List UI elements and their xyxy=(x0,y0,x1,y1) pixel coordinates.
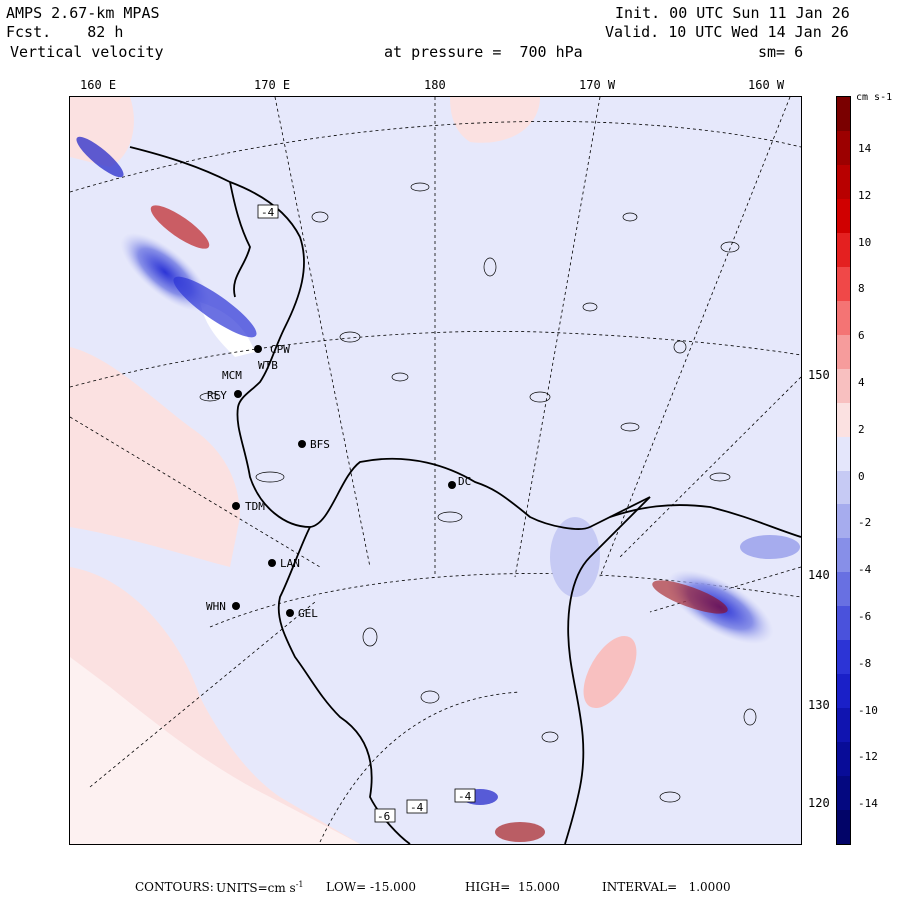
colorbar-tick-label: -12 xyxy=(858,750,878,764)
colorbar-tick-label: -14 xyxy=(858,797,878,811)
footer-units: UNITS=cm s-1 xyxy=(216,880,304,895)
contour-box-3: -4 xyxy=(458,790,472,803)
color-scale-bar xyxy=(836,96,851,845)
colorbar-segment xyxy=(837,164,850,200)
coastline xyxy=(129,146,801,844)
colorbar-segment xyxy=(837,640,850,675)
colorbar-tick-label: 2 xyxy=(858,422,865,436)
station-label-gel: GEL xyxy=(298,607,318,620)
lon-label-160e: 160 E xyxy=(80,78,117,92)
colorbar-segment xyxy=(837,504,850,539)
contour-box-4: -6 xyxy=(377,810,390,823)
footer-units-label: UNITS=cm s xyxy=(216,881,296,895)
colorbar-segment xyxy=(837,402,850,438)
forecast-hours: 82 h xyxy=(87,23,124,41)
colorbar-tick-label: 10 xyxy=(858,235,872,249)
pressure-level: at pressure = 700 hPa xyxy=(384,43,583,61)
valid-time: Valid. 10 UTC Wed 14 Jan 26 xyxy=(605,23,849,41)
forecast-label: Fcst. xyxy=(6,23,52,41)
station-label-wtb: WTB xyxy=(258,359,278,372)
colorbar-segment xyxy=(837,708,850,743)
colorbar-segment xyxy=(837,97,850,132)
colorbar-tick-label: -2 xyxy=(858,516,872,530)
init-time: Init. 00 UTC Sun 11 Jan 26 xyxy=(615,4,850,22)
colorbar-segment xyxy=(837,674,850,709)
station-label-dc: DC xyxy=(458,475,471,488)
colorbar-segment xyxy=(837,436,850,471)
colorbar-segment xyxy=(837,334,850,370)
model-title: AMPS 2.67-km MPAS xyxy=(6,4,160,22)
station-label-bfs: BFS xyxy=(310,438,330,451)
colorbar-tick-label: -4 xyxy=(858,563,872,577)
colorbar-segment xyxy=(837,572,850,607)
footer-contours-label: CONTOURS: xyxy=(135,880,214,894)
colorbar-tick-label: 4 xyxy=(858,376,865,389)
colorbar-segment xyxy=(837,232,850,268)
lat-label-120w: 120 W xyxy=(808,796,845,810)
colorbar-segment xyxy=(837,776,850,811)
colorbar-segment xyxy=(837,130,850,166)
contour-box-2: -4 xyxy=(410,801,424,814)
colorbar-tick-label: 12 xyxy=(858,188,872,202)
graticule xyxy=(70,97,801,843)
colorbar-segment xyxy=(837,538,850,573)
colorbar-segment xyxy=(837,198,850,234)
footer-low: LOW= -15.000 xyxy=(326,880,417,894)
colorbar-units: cm s-1 xyxy=(856,92,893,103)
colorbar-segment xyxy=(837,470,850,505)
lon-label-170w: 170 W xyxy=(579,78,616,92)
colorbar-segment xyxy=(837,300,850,336)
station-label-rey: REY xyxy=(207,389,227,402)
colorbar-segment xyxy=(837,810,850,845)
colorbar-tick-label: -8 xyxy=(858,656,872,670)
colorbar-segment xyxy=(837,266,850,302)
footer-units-exponent: -1 xyxy=(295,880,304,889)
station-label-tdm: TDM xyxy=(245,500,265,513)
lon-label-170e: 170 E xyxy=(254,78,291,92)
colorbar-segment xyxy=(837,742,850,777)
footer-high: HIGH= 15.000 xyxy=(465,880,560,894)
colorbar-tick-label: -10 xyxy=(858,703,878,717)
contour-cells xyxy=(199,182,757,803)
forecast-line: Fcst. 82 h xyxy=(6,23,123,41)
station-label-mcm: MCM xyxy=(222,369,242,382)
colorbar-tick-label: 6 xyxy=(858,329,865,343)
field-name: Vertical velocity xyxy=(10,43,164,61)
station-markers xyxy=(232,345,456,617)
colorbar-segment xyxy=(837,368,850,404)
strong-vertical-motion xyxy=(76,136,800,842)
station-labels: CPW MCM WTB REY BFS DC TDM LAN WHN GEL xyxy=(206,343,471,620)
station-label-lan: LAN xyxy=(280,557,300,570)
footer-interval: INTERVAL= 1.0000 xyxy=(602,880,731,894)
contour-value-boxes: -4 -4 -4 -6 xyxy=(257,204,476,823)
station-label-cpw: CPW xyxy=(270,343,290,356)
colorbar-tick-label: 14 xyxy=(858,142,872,155)
colorbar-tick-label: 0 xyxy=(858,469,865,483)
colorbar-tick-label: -6 xyxy=(858,610,872,623)
nodata-region xyxy=(70,657,360,844)
lon-label-180: 180 xyxy=(424,78,446,92)
colorbar-segment xyxy=(837,606,850,641)
vertical-velocity-map: CPW MCM WTB REY BFS DC TDM LAN WHN GEL -… xyxy=(69,96,802,845)
colorbar-tick-label: 8 xyxy=(858,282,865,296)
lon-label-160w: 160 W xyxy=(748,78,785,92)
contour-box-1: -4 xyxy=(261,206,275,219)
station-label-whn: WHN xyxy=(206,600,226,613)
smoothing-value: sm= 6 xyxy=(758,43,804,61)
